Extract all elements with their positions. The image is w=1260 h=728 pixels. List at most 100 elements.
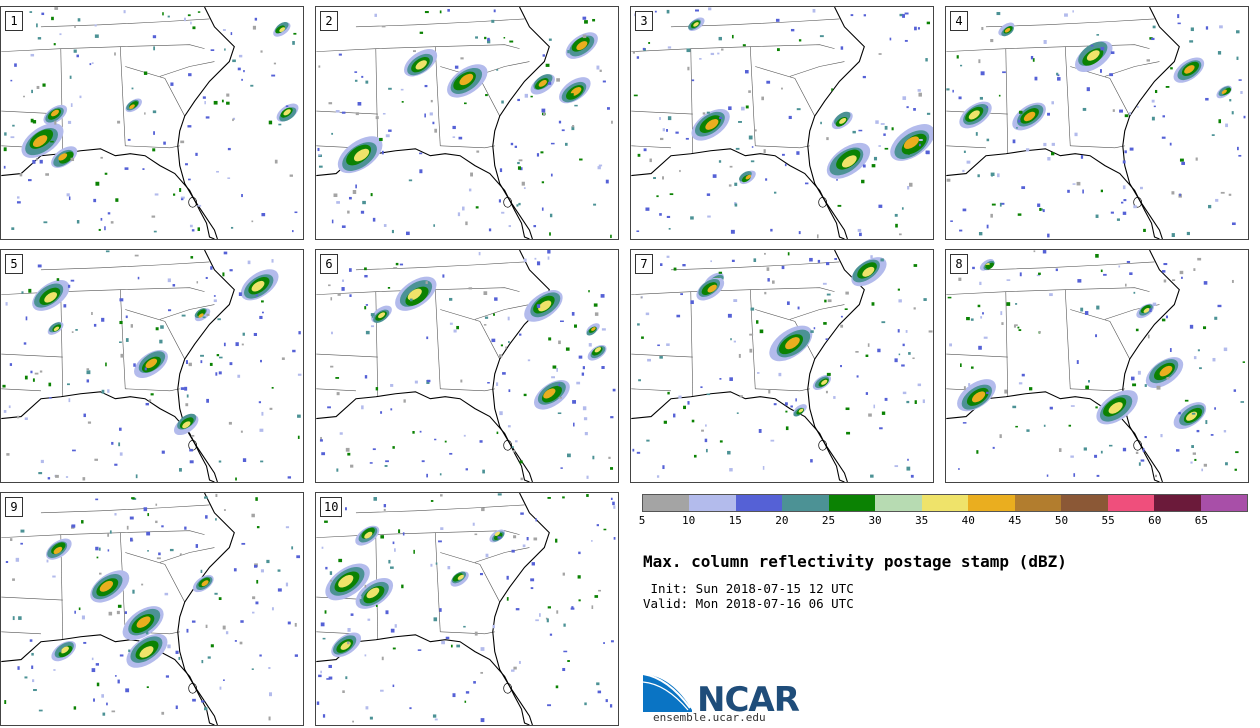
echo-speck	[1047, 112, 1051, 116]
echo-speck	[610, 640, 614, 643]
echo-speck	[347, 627, 351, 632]
echo-speck	[34, 372, 39, 375]
storm-cell	[378, 312, 386, 319]
echo-speck	[904, 12, 909, 15]
echo-speck	[21, 291, 24, 294]
echo-speck	[223, 509, 226, 511]
echo-speck	[147, 513, 150, 517]
echo-speck	[93, 323, 97, 327]
echo-speck	[543, 112, 545, 116]
echo-speck	[336, 392, 340, 396]
echo-speck	[475, 36, 478, 39]
echo-speck	[749, 333, 754, 336]
echo-speck	[456, 325, 460, 330]
echo-speck	[1225, 123, 1229, 128]
echo-speck	[430, 99, 433, 103]
echo-speck	[114, 675, 117, 677]
echo-speck	[857, 228, 862, 232]
echo-speck	[978, 231, 983, 236]
echo-speck	[518, 202, 521, 206]
echo-speck	[497, 536, 502, 539]
echo-speck	[581, 372, 585, 376]
echo-speck	[216, 170, 219, 173]
echo-speck	[917, 89, 921, 92]
echo-speck	[1238, 154, 1242, 157]
echo-speck	[483, 324, 487, 326]
echo-speck	[662, 176, 664, 180]
echo-speck	[74, 25, 76, 28]
echo-speck	[862, 164, 866, 168]
echo-speck	[1108, 444, 1113, 447]
echo-speck	[442, 274, 445, 278]
echo-speck	[517, 161, 520, 165]
echo-speck	[597, 690, 602, 694]
echo-speck	[757, 372, 760, 374]
echo-speck	[462, 206, 465, 211]
echo-speck	[1100, 47, 1105, 51]
echo-speck	[768, 390, 771, 394]
echo-speck	[1203, 463, 1208, 467]
echo-speck	[277, 569, 281, 572]
echo-speck	[1208, 204, 1212, 209]
echo-speck	[24, 676, 28, 679]
echo-speck	[331, 132, 334, 135]
echo-speck	[9, 363, 13, 366]
echo-speck	[222, 625, 226, 630]
echo-speck	[32, 679, 35, 683]
echo-speck	[514, 145, 518, 148]
echo-speck	[153, 131, 155, 135]
member-panel-4: 4	[945, 6, 1249, 240]
echo-speck	[552, 365, 557, 369]
echo-speck	[1197, 349, 1200, 352]
echo-speck	[731, 259, 735, 263]
echo-speck	[663, 420, 667, 424]
echo-speck	[1163, 263, 1168, 266]
echo-speck	[192, 26, 196, 30]
echo-speck	[764, 291, 767, 295]
echo-speck	[502, 372, 506, 375]
echo-speck	[975, 132, 978, 136]
echo-speck	[414, 380, 418, 384]
echo-speck	[645, 312, 650, 316]
echo-speck	[558, 396, 562, 399]
echo-speck	[104, 226, 106, 231]
echo-speck	[438, 540, 442, 543]
echo-speck	[322, 637, 326, 640]
echo-speck	[662, 465, 665, 470]
colorbar-segment	[968, 495, 1015, 511]
colorbar-tick-label: 55	[1101, 514, 1115, 527]
echo-speck	[928, 330, 933, 333]
storm-cell	[139, 646, 154, 658]
echo-speck	[188, 178, 191, 181]
echo-speck	[1040, 208, 1043, 211]
echo-speck	[840, 315, 843, 318]
storm-cell	[1004, 27, 1011, 33]
echo-speck	[1082, 107, 1087, 111]
echo-speck	[914, 26, 917, 31]
echo-speck	[1000, 311, 1003, 316]
echo-speck	[28, 179, 32, 182]
state-border	[1, 388, 41, 392]
echo-speck	[705, 448, 708, 453]
state-border	[1, 631, 41, 635]
echo-speck	[330, 579, 332, 582]
echo-speck	[225, 631, 229, 635]
echo-speck	[759, 329, 764, 334]
echo-speck	[269, 407, 273, 410]
echo-speck	[844, 308, 848, 310]
echo-speck	[1021, 373, 1025, 377]
echo-speck	[144, 367, 147, 371]
echo-speck	[181, 314, 186, 317]
echo-speck	[392, 446, 395, 449]
echo-speck	[484, 36, 487, 40]
echo-speck	[370, 313, 375, 317]
echo-speck	[23, 342, 27, 345]
echo-speck	[41, 12, 45, 16]
lake-outline	[818, 197, 827, 208]
echo-speck	[610, 497, 613, 500]
echo-speck	[81, 615, 85, 620]
echo-speck	[125, 338, 129, 342]
echo-speck	[204, 707, 208, 711]
echo-speck	[570, 607, 575, 610]
echo-speck	[612, 388, 616, 392]
